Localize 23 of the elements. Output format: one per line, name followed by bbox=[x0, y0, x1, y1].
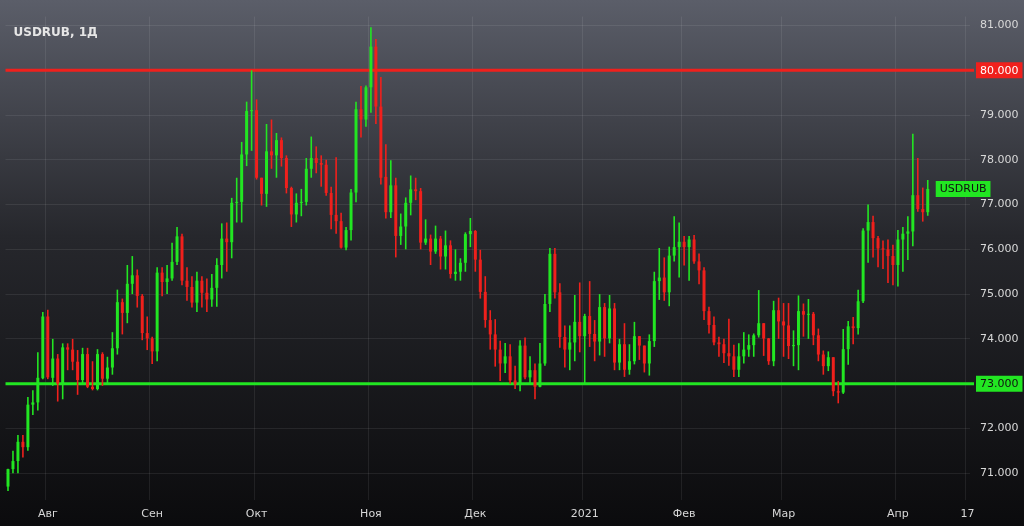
ref-line-label: 80.000 bbox=[980, 63, 1019, 77]
x-tick-label: Окт bbox=[245, 507, 269, 521]
x-tick-label: Мар bbox=[771, 507, 796, 521]
y-tick-label: 79.000 bbox=[980, 107, 1019, 121]
y-tick-label: 75.000 bbox=[980, 286, 1019, 300]
y-tick-label: 78.000 bbox=[980, 152, 1019, 166]
x-tick-label: Авг bbox=[37, 507, 58, 521]
y-tick-label: 81.000 bbox=[980, 18, 1019, 32]
x-tick-label: Апр bbox=[887, 507, 909, 521]
y-tick-label: 74.000 bbox=[980, 331, 1019, 345]
x-tick-label: Сен bbox=[141, 507, 163, 521]
x-tick-label: Ноя bbox=[360, 507, 382, 521]
x-tick-label: Дек bbox=[464, 507, 487, 521]
text: USDRUB, 1Д bbox=[13, 24, 98, 39]
y-tick-label: 76.000 bbox=[980, 242, 1019, 256]
x-tick-label: Фев bbox=[672, 507, 696, 521]
x-tick-label: 17 bbox=[960, 507, 975, 521]
y-tick-label: 72.000 bbox=[980, 421, 1019, 435]
x-tick-label: 2021 bbox=[570, 507, 599, 521]
y-tick-label: 77.000 bbox=[980, 197, 1019, 211]
y-tick-label: 71.000 bbox=[980, 466, 1019, 479]
ref-line-label: 73.000 bbox=[980, 376, 1019, 390]
annotation: USDRUB bbox=[939, 182, 987, 196]
